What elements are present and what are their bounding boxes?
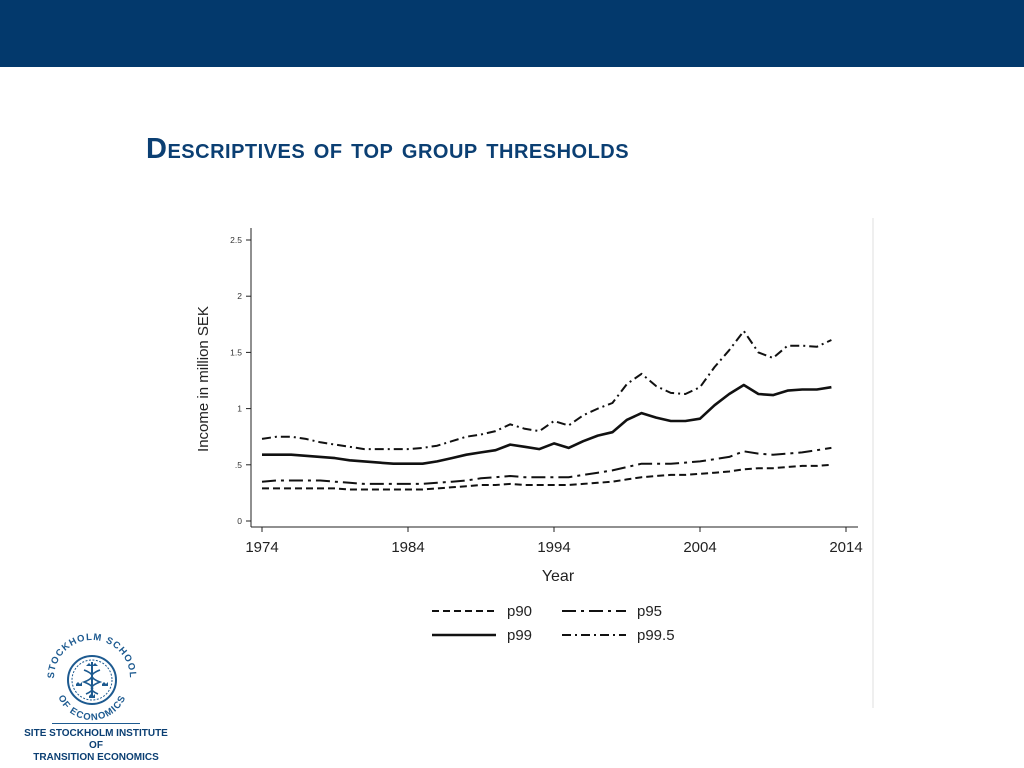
y-tick-label: 2.5 (230, 235, 242, 245)
x-tick-label: 1984 (391, 539, 424, 556)
chart-container: 0 .5 1 1.5 2 2.5 1974 1984 1994 2004 2014 Income i… (186, 218, 874, 708)
legend-label: p95 (637, 603, 662, 620)
axes: 0 .5 1 1.5 2 2.5 1974 1984 1994 2004 2014 (230, 228, 863, 556)
series-line-p90 (262, 463, 832, 491)
x-axis-label: Year (542, 568, 575, 585)
y-tick-label: .5 (235, 460, 242, 470)
sse-logo: STOCKHOLM SCHOOL OF ECONOMICS (46, 632, 137, 723)
legend-label: p99.5 (637, 627, 675, 644)
institute-line-1: SITE STOCKHOLM INSTITUTE OF (24, 728, 168, 751)
series-layer (261, 330, 832, 491)
x-tick-label: 1974 (245, 539, 278, 556)
x-tick-label: 2014 (829, 539, 862, 556)
y-tick-label: 1 (237, 404, 242, 414)
y-tick-label: 1.5 (230, 347, 242, 357)
chart-frame-edge (872, 218, 874, 708)
logo-divider (52, 723, 140, 724)
institute-line-2: TRANSITION ECONOMICS (33, 752, 159, 763)
legend: p90 p95 p99 p99.5 (432, 603, 675, 644)
x-tick-label: 1994 (537, 539, 570, 556)
y-axis-label: Income in million SEK (195, 306, 212, 452)
line-chart: 0 .5 1 1.5 2 2.5 1974 1984 1994 2004 2014 Income i… (195, 228, 863, 644)
series-line-p99-5 (261, 330, 832, 451)
legend-label: p90 (507, 603, 532, 620)
legend-label: p99 (507, 627, 532, 644)
series-line-p99 (262, 383, 832, 465)
series-line-p95 (261, 446, 832, 485)
slide-title: Descriptives of top group thresholds (146, 133, 630, 165)
x-tick-label: 2004 (683, 539, 716, 556)
institute-name: SITE STOCKHOLM INSTITUTE OF TRANSITION E… (16, 728, 176, 764)
y-tick-label: 0 (237, 516, 242, 526)
y-tick-label: 2 (237, 291, 242, 301)
header-bar (0, 0, 1024, 67)
